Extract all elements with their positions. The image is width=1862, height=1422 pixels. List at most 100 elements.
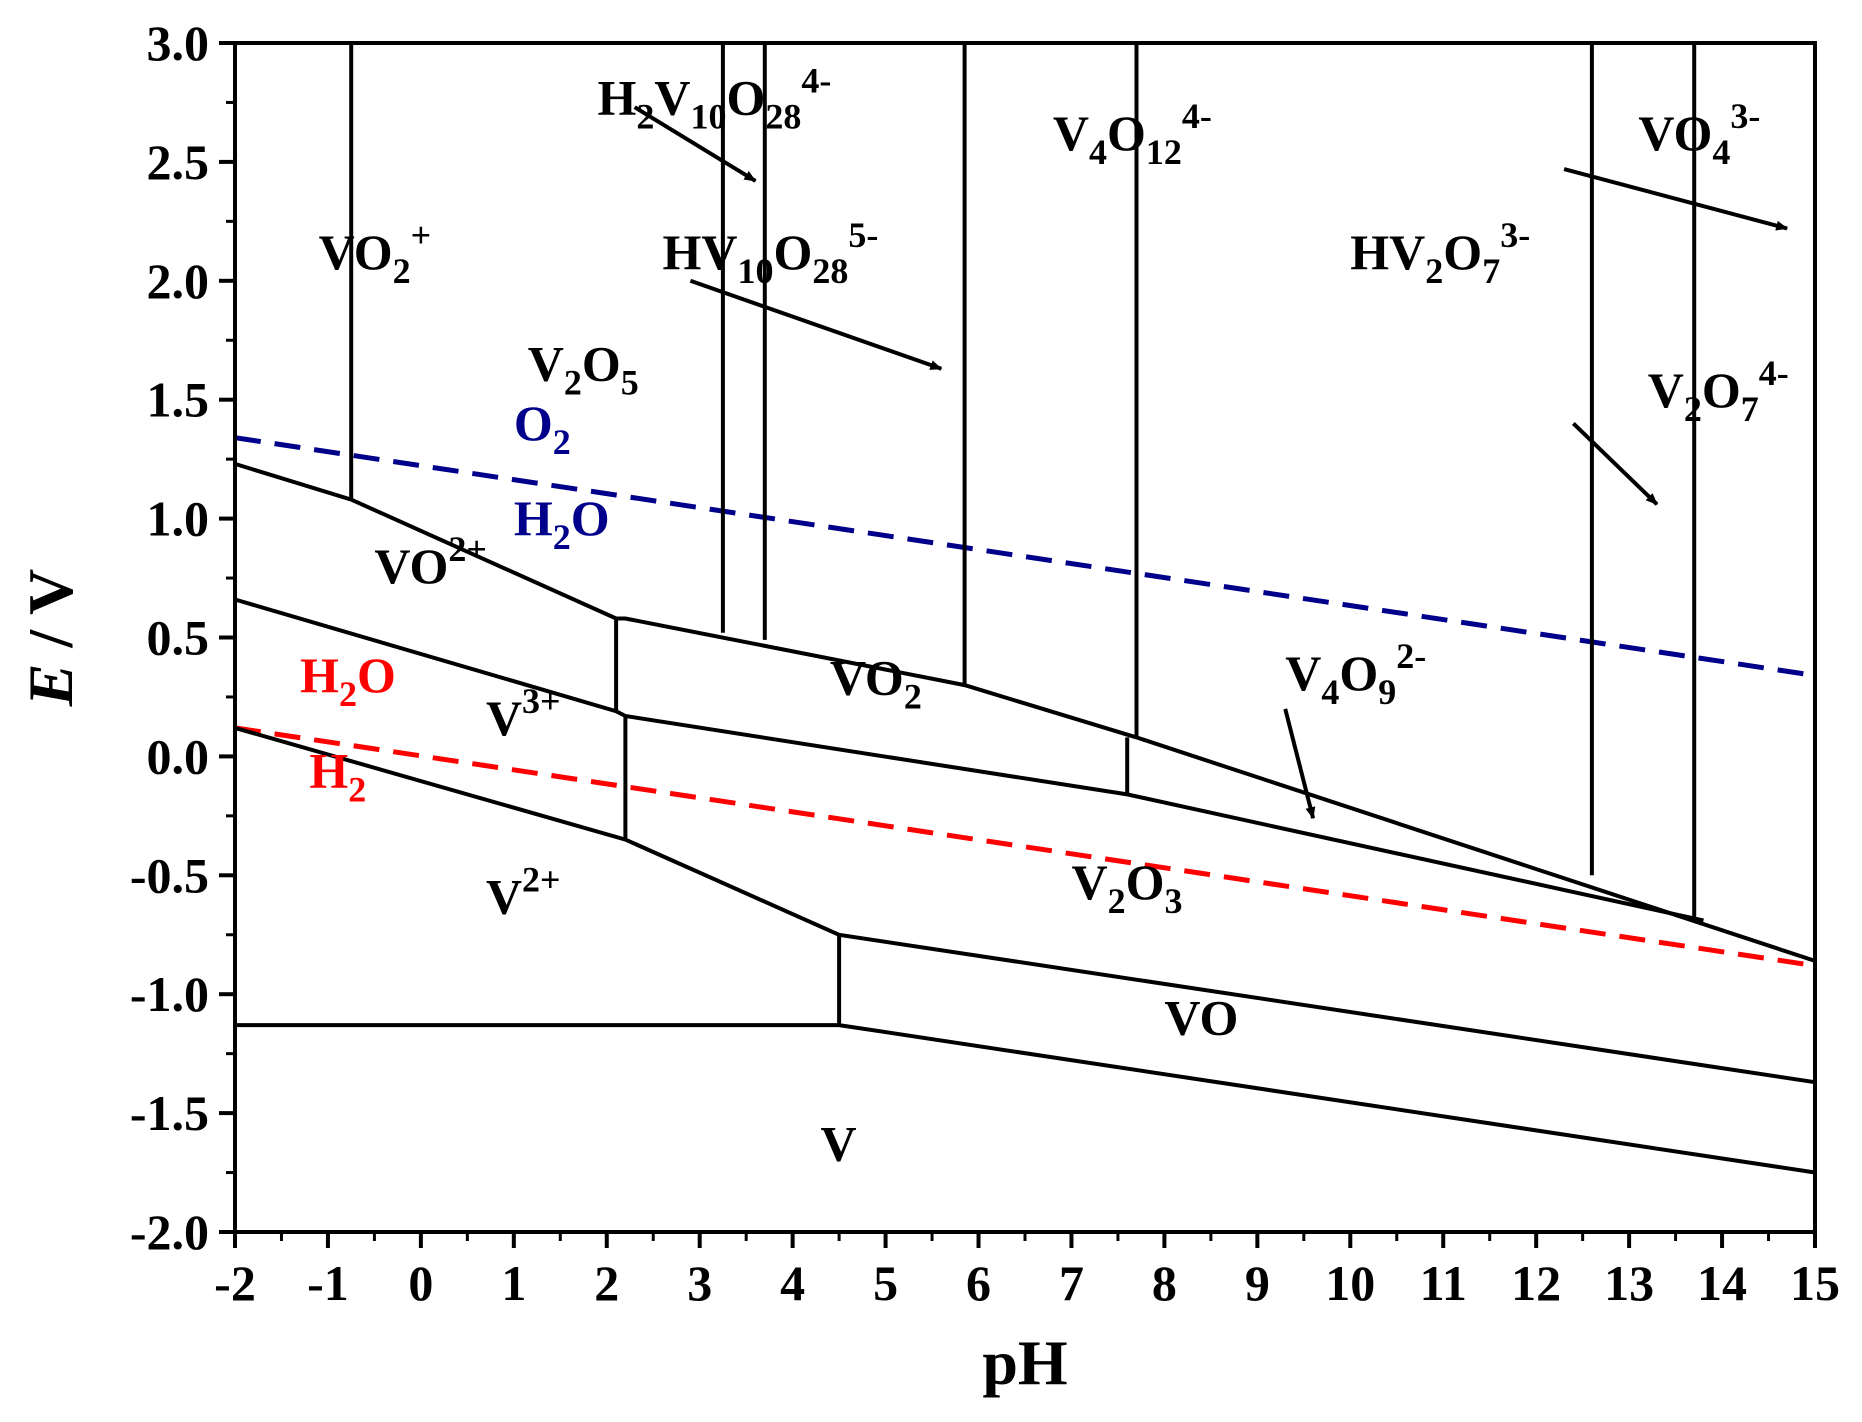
label-part-text: H — [309, 742, 348, 798]
label-part-subscript: 3 — [1164, 881, 1182, 921]
region-label-v4o12: V4O124- — [1053, 96, 1212, 172]
label-part-superscript: 4- — [1182, 96, 1212, 136]
label-part-text: HV — [1350, 224, 1425, 280]
y-tick-label: -2.0 — [130, 1204, 209, 1260]
label-part-text: VO — [830, 650, 904, 706]
label-part-superscript: 5- — [848, 215, 878, 255]
x-tick-label: 0 — [408, 1255, 433, 1311]
label-part-text: O — [1126, 854, 1165, 910]
label-part-text: O — [514, 395, 553, 451]
label-part-subscript: 2 — [348, 769, 366, 809]
region-label-v2o7: V2O74- — [1648, 353, 1789, 429]
region-label-o2: O2 — [514, 395, 571, 462]
label-part-subscript: 10 — [738, 251, 774, 291]
label-part-text: V — [1053, 105, 1089, 161]
label-part-subscript: 28 — [765, 96, 801, 136]
water-line-o2-h2o — [234, 435, 1816, 678]
y-axis-symbol: E — [15, 664, 86, 708]
region-label-v2o3: V2O3 — [1071, 854, 1182, 921]
label-part-text: V — [1285, 645, 1321, 701]
x-tick-label: 1 — [501, 1255, 526, 1311]
label-part-subscript: 2 — [1425, 251, 1443, 291]
x-tick-label: 2 — [594, 1255, 619, 1311]
label-arrow-4 — [1571, 422, 1659, 506]
label-arrow-3 — [1283, 708, 1316, 820]
label-part-superscript: 3- — [1730, 96, 1760, 136]
region-label-h2v10o28: H2V10O284- — [597, 60, 831, 136]
region-label-vo4: VO43- — [1638, 96, 1760, 172]
label-part-subscript: 2 — [564, 363, 582, 403]
label-part-text: O — [357, 647, 396, 703]
label-part-subscript: 12 — [1146, 132, 1182, 172]
label-part-text: O — [1107, 105, 1146, 161]
label-part-text: V — [528, 336, 564, 392]
water-line-h2o-h2 — [234, 725, 1816, 969]
y-axis-unit: / V — [15, 569, 86, 664]
axis-ticks: -2 -1 0 1 2 3 4 5 6 7 8 9 10 11 12 13 14 153.02.52.01.51.… — [130, 15, 1840, 1311]
label-part-superscript: 4- — [801, 60, 831, 100]
region-label-vo: VO — [1164, 990, 1238, 1046]
label-arrow-2 — [689, 278, 943, 371]
label-part-subscript: 2 — [1108, 881, 1126, 921]
y-tick-label: -0.5 — [130, 847, 209, 903]
y-tick-label: 2.5 — [147, 134, 210, 190]
label-part-superscript: 2- — [1396, 636, 1426, 676]
x-tick-label: 13 — [1604, 1255, 1654, 1311]
label-part-text: VO — [374, 538, 448, 594]
label-part-text: V — [654, 69, 690, 125]
label-part-subscript: 7 — [1482, 251, 1500, 291]
label-part-text: V — [1648, 362, 1684, 418]
label-part-subscript: 2 — [553, 422, 571, 462]
y-tick-label: -1.0 — [130, 966, 209, 1022]
label-part-text: H — [514, 490, 553, 546]
label-part-subscript: 2 — [1684, 389, 1702, 429]
y-tick-label: 1.5 — [147, 372, 210, 428]
x-tick-label: 9 — [1245, 1255, 1270, 1311]
label-part-subscript: 4 — [1321, 672, 1339, 712]
label-part-text: O — [582, 336, 621, 392]
x-tick-label: 6 — [966, 1255, 991, 1311]
x-tick-label: 15 — [1790, 1255, 1840, 1311]
region-label-h2: H2 — [309, 742, 366, 809]
region-label-v3plus: V3+ — [486, 681, 561, 746]
label-part-text: H — [300, 647, 339, 703]
label-part-text: O — [726, 69, 765, 125]
label-part-text: O — [1443, 224, 1482, 280]
label-part-superscript: 4- — [1759, 353, 1789, 393]
x-tick-label: 10 — [1325, 1255, 1375, 1311]
x-axis-title: pH — [982, 1327, 1067, 1398]
y-tick-label: 2.0 — [147, 253, 210, 309]
label-part-subscript: 2 — [553, 517, 571, 557]
label-part-text: O — [1702, 362, 1741, 418]
y-tick-label: 1.0 — [147, 491, 210, 547]
label-part-text: O — [1339, 645, 1378, 701]
y-tick-label: -1.5 — [130, 1085, 209, 1141]
label-part-text: VO — [1164, 990, 1238, 1046]
label-part-text: VO — [319, 224, 393, 280]
region-label-vo2: VO2 — [830, 650, 922, 717]
region-label-v2o5: V2O5 — [528, 336, 639, 403]
region-label-vo2plus2: VO2+ — [374, 529, 487, 594]
label-part-text: V — [1071, 854, 1107, 910]
x-tick-label: 7 — [1059, 1255, 1084, 1311]
water-stability-lines — [234, 435, 1816, 969]
label-part-superscript: 2+ — [522, 859, 561, 899]
x-tick-label: 14 — [1697, 1255, 1747, 1311]
region-label-v4o9: V4O92- — [1285, 636, 1426, 712]
label-part-subscript: 4 — [1712, 132, 1730, 172]
label-part-text: V — [486, 690, 522, 746]
label-arrow-5 — [1563, 167, 1789, 231]
label-part-text: HV — [663, 224, 738, 280]
label-part-subscript: 10 — [690, 96, 726, 136]
label-part-superscript: 2+ — [448, 529, 487, 569]
label-part-subscript: 7 — [1741, 389, 1759, 429]
x-tick-label: 12 — [1511, 1255, 1561, 1311]
phase-boundaries — [234, 43, 1816, 1175]
label-part-subscript: 28 — [812, 251, 848, 291]
region-labels: VO2+H2V10O284-HV10O285-V2O5V4O124-HV2O73… — [300, 60, 1789, 1171]
x-tick-label: -2 — [214, 1255, 256, 1311]
y-axis-title: E / V — [15, 569, 86, 708]
boundary-line-3 — [234, 725, 1816, 1085]
label-part-subscript: 2 — [904, 677, 922, 717]
x-tick-label: 3 — [687, 1255, 712, 1311]
